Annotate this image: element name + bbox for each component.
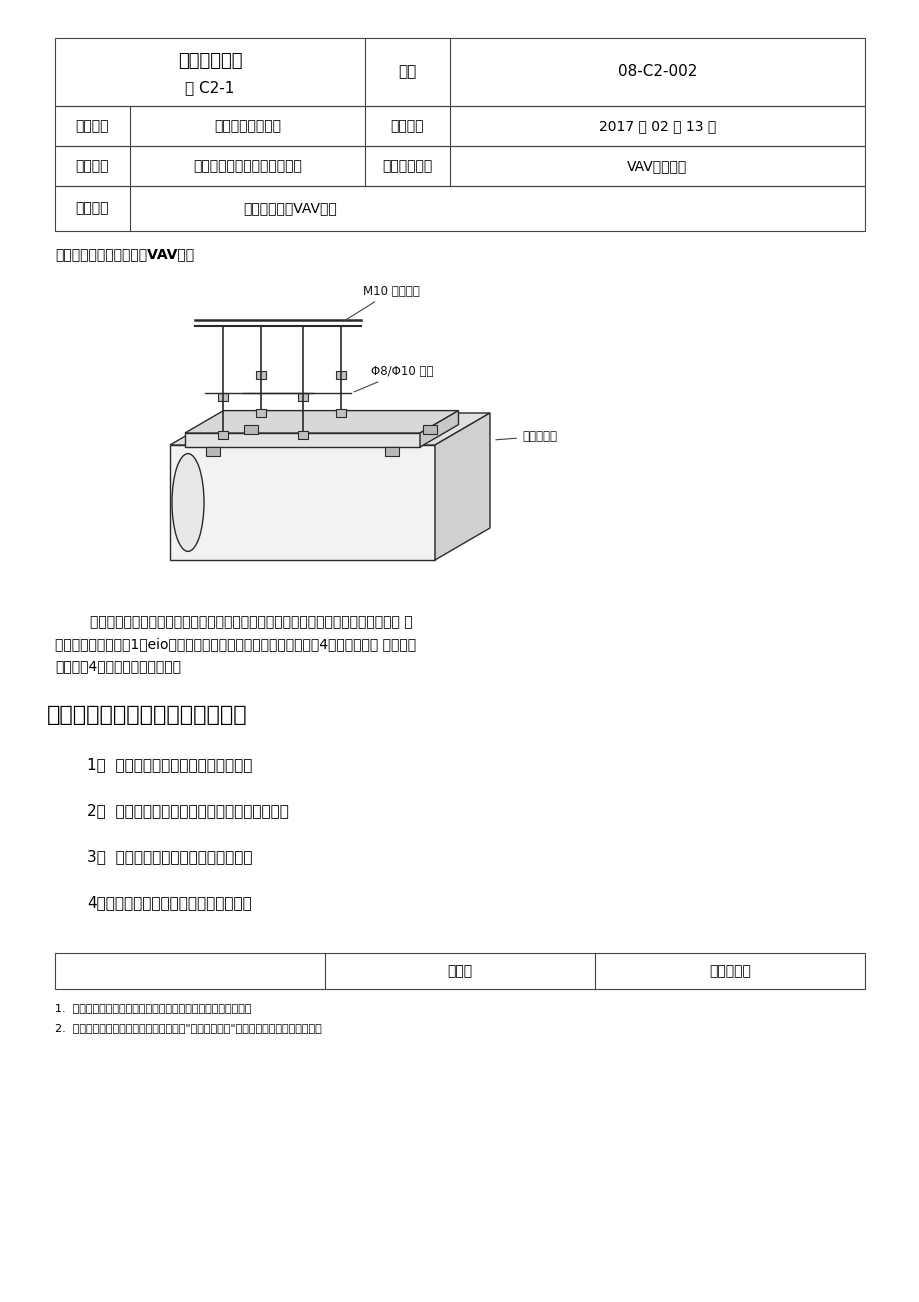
Bar — [218, 393, 228, 401]
Bar — [218, 431, 228, 439]
Bar — [256, 371, 267, 379]
Bar — [206, 447, 220, 456]
Bar — [298, 431, 308, 439]
Text: 交底人: 交底人 — [447, 963, 472, 978]
Text: Φ8/Φ10 圆钢: Φ8/Φ10 圆钢 — [354, 365, 434, 392]
Bar — [423, 424, 437, 434]
Polygon shape — [170, 413, 490, 445]
Text: 4、检查箱体表面有无划伤、划花现象。: 4、检查箱体表面有无划伤、划花现象。 — [87, 894, 252, 910]
Bar — [256, 409, 267, 417]
Text: 08-C2-002: 08-C2-002 — [618, 65, 697, 79]
Ellipse shape — [172, 453, 204, 551]
Text: 固定，由4个橡胶减震器组成）。: 固定，由4个橡胶减震器组成）。 — [55, 659, 181, 673]
Text: 技术交底记录: 技术交底记录 — [177, 52, 242, 70]
Bar — [55, 186, 864, 230]
Text: 1、  清除变风量末端箱体内外的尘土。: 1、 清除变风量末端箱体内外的尘土。 — [87, 756, 252, 772]
Text: VAV设备安装: VAV设备安装 — [627, 159, 686, 173]
Bar — [185, 434, 420, 447]
Text: 工程名称: 工程名称 — [75, 118, 109, 133]
Bar — [55, 105, 864, 146]
Bar — [336, 371, 346, 379]
Polygon shape — [420, 410, 458, 447]
Bar — [384, 447, 399, 456]
Polygon shape — [185, 410, 458, 434]
Text: 中国建筑第二工程局有限公司: 中国建筑第二工程局有限公司 — [193, 159, 301, 173]
Text: 3、  检查箱体是否出现部件松动现象。: 3、 检查箱体是否出现部件松动现象。 — [87, 849, 252, 865]
Bar — [55, 953, 864, 990]
Text: 编号: 编号 — [398, 65, 416, 79]
Bar — [55, 38, 864, 105]
Text: 北京腾讯总部大楼: 北京腾讯总部大楼 — [214, 118, 280, 133]
Text: 接受交底人: 接受交底人 — [709, 963, 750, 978]
Text: 表 C2-1: 表 C2-1 — [185, 81, 234, 95]
Bar — [244, 424, 258, 434]
Polygon shape — [435, 413, 490, 560]
Text: 2017 年 02 月 13 日: 2017 年 02 月 13 日 — [598, 118, 715, 133]
Text: 2.  当做分项工程施工技术交底时，应填写"分项工程名称"栏，其他技术交底可不填写。: 2. 当做分项工程施工技术交底时，应填写"分项工程名称"栏，其他技术交底可不填写… — [55, 1023, 322, 1032]
Text: 交底内容：吊装、变风量VAV设备: 交底内容：吊装、变风量VAV设备 — [55, 247, 194, 260]
Text: 吊装、变风量VAV设备: 吊装、变风量VAV设备 — [243, 202, 336, 216]
Text: 交底日期: 交底日期 — [391, 118, 424, 133]
Bar — [170, 445, 435, 560]
Text: 施工动力型变风量末端设备方法（见上图）及多年施工经验，采用膨胀螺栓或内爆胀 栓: 施工动力型变风量末端设备方法（见上图）及多年施工经验，采用膨胀螺栓或内爆胀 栓 — [55, 615, 413, 629]
Text: 1.  本表由施工单位填写，交底单位与接受交底单位各保存一份。: 1. 本表由施工单位填写，交底单位与接受交底单位各保存一份。 — [55, 1003, 251, 1013]
Text: 2、  检查箱体外壳是否完好，有无变形等缺陷。: 2、 检查箱体外壳是否完好，有无变形等缺陷。 — [87, 803, 289, 818]
Text: 六、安装前应严格执行以下几点：: 六、安装前应严格执行以下几点： — [47, 704, 247, 725]
Text: 连接，即每节槽钢由1只eio国标膨胀螺栓固定于楼板上（每台设备由4只膨胀螺栓或 内爆胀栓: 连接，即每节槽钢由1只eio国标膨胀螺栓固定于楼板上（每台设备由4只膨胀螺栓或 … — [55, 637, 415, 651]
Text: 分项工程名称: 分项工程名称 — [382, 159, 432, 173]
Bar — [55, 146, 864, 186]
Text: 交底提要: 交底提要 — [75, 202, 109, 216]
Bar — [336, 409, 346, 417]
Text: M10 膨胀螺栓: M10 膨胀螺栓 — [344, 285, 420, 322]
Bar — [298, 393, 308, 401]
Text: 施工单位: 施工单位 — [75, 159, 109, 173]
Text: 橡胶减震器: 橡胶减震器 — [495, 430, 556, 443]
